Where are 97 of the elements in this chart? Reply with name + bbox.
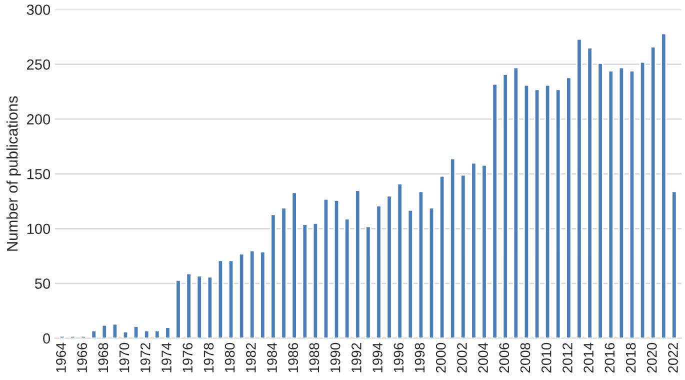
x-tick-label: 2020: [646, 342, 657, 373]
bar: [671, 190, 678, 338]
bar: [597, 62, 604, 338]
x-tick-label: 1974: [162, 342, 172, 372]
x-tick-label: 1970: [119, 342, 130, 372]
y-tick-label: 50: [34, 278, 50, 289]
x-tick-label: 1994: [372, 342, 382, 372]
x-tick-label: 1984: [267, 342, 277, 372]
x-tick-label: 1976: [182, 342, 193, 372]
bar: [333, 199, 340, 338]
y-tick-label: 150: [27, 168, 50, 180]
bar: [217, 260, 224, 338]
bar: [270, 214, 276, 338]
bar: [523, 84, 530, 338]
bar: [396, 183, 403, 338]
x-tick-label: 1996: [394, 342, 404, 372]
x-tick-label: 2012: [562, 343, 572, 373]
x-tick-label: 2010: [541, 342, 552, 373]
bar: [376, 204, 382, 338]
x-tick-label: 2000: [436, 342, 446, 373]
bar: [534, 88, 540, 338]
y-tick-label: 250: [27, 59, 50, 70]
x-tick-label: 1968: [98, 342, 108, 372]
bar: [291, 192, 298, 338]
bar: [407, 209, 414, 338]
bar: [260, 250, 266, 338]
bar: [164, 326, 171, 338]
bar: [386, 195, 392, 338]
y-tick-label: 200: [27, 114, 50, 124]
bar: [544, 84, 551, 338]
bar: [628, 70, 636, 338]
bar: [428, 207, 435, 338]
bar: [101, 324, 108, 338]
bar: [512, 66, 519, 338]
bar: [122, 330, 129, 338]
bar: [154, 330, 160, 338]
bar: [566, 76, 572, 338]
x-tick-label: 1972: [140, 343, 150, 372]
x-tick-label: 2014: [584, 342, 594, 373]
bar: [112, 323, 118, 338]
bar: [650, 46, 656, 338]
bar: [196, 275, 202, 338]
y-tick-label: 0: [43, 333, 50, 344]
bar: [365, 226, 372, 338]
y-axis-title: Number of publications: [6, 96, 21, 251]
y-tick-label: 300: [26, 4, 50, 15]
x-tick-label: 2016: [604, 342, 615, 373]
bar: [418, 190, 424, 338]
x-tick-label: 1978: [204, 342, 214, 372]
x-tick-label: 2018: [626, 342, 636, 373]
bar: [586, 47, 593, 338]
bar: [249, 250, 256, 338]
bar: [228, 260, 234, 338]
bar: [302, 224, 308, 338]
bar: [280, 207, 287, 338]
bar: [80, 335, 86, 338]
x-tick-label: 1980: [224, 342, 235, 372]
bar: [660, 32, 667, 338]
x-tick-label: 2008: [520, 342, 530, 373]
bar: [470, 162, 477, 338]
bar: [502, 73, 508, 338]
x-tick-label: 2004: [478, 342, 488, 373]
bar: [608, 70, 614, 338]
bar: [206, 276, 213, 338]
bar: [481, 164, 488, 338]
bar: [312, 222, 318, 338]
bar: [450, 158, 456, 338]
x-tick-label: 1990: [330, 342, 340, 372]
bar: [555, 88, 562, 338]
bar: [90, 330, 97, 338]
bar: [59, 335, 66, 338]
x-tick-label: 1966: [77, 342, 88, 372]
bar: [618, 66, 624, 338]
bar: [354, 190, 361, 338]
x-tick-label: 1988: [309, 342, 320, 372]
bar: [322, 198, 330, 338]
bar: [576, 38, 582, 338]
x-tick-label: 1982: [246, 343, 256, 372]
y-tick-label: 100: [27, 224, 50, 234]
bar: [144, 330, 150, 338]
x-tick-label: 2022: [668, 343, 678, 373]
x-tick-label: 1998: [414, 342, 425, 372]
x-tick-label: 1986: [288, 342, 298, 372]
bar: [492, 83, 498, 338]
bar: [70, 335, 76, 338]
x-tick-label: 2002: [457, 343, 467, 373]
bar: [460, 174, 466, 338]
bar: [238, 253, 245, 338]
bar: [175, 279, 182, 338]
x-tick-label: 2006: [499, 342, 510, 373]
bar: [639, 61, 646, 338]
bar: [186, 272, 192, 338]
bar: [344, 218, 350, 338]
x-tick-label: 1964: [56, 342, 66, 372]
bar: [132, 325, 140, 338]
bar: [438, 175, 446, 338]
x-tick-label: 1992: [352, 343, 362, 372]
